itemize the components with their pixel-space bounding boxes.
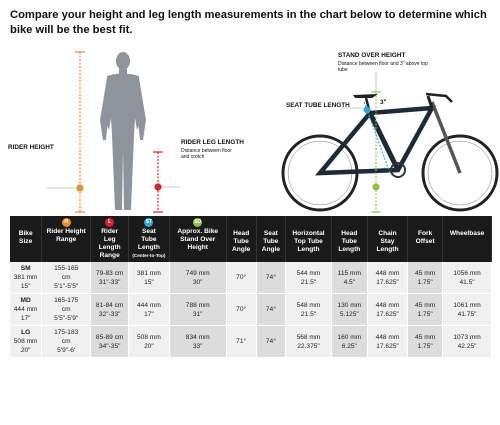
rider-height-label: RIDER HEIGHT: [8, 144, 54, 151]
marker-l-icon: [154, 183, 162, 191]
fit-illustration-svg: [46, 51, 499, 213]
marker-l-icon: L: [105, 218, 115, 227]
cell-standover: 834 mm 33": [169, 325, 227, 358]
marker-l-letter: L: [156, 144, 160, 150]
fit-illustration: RIDER HEIGHT RIDER LEG LENGTH Distance b…: [0, 40, 500, 215]
headline: Compare your height and leg length measu…: [10, 9, 487, 36]
col-chainstay: Chain Stay Length: [367, 216, 409, 262]
cell-rider-height: 155-165 cm 5'1"-5'5": [41, 262, 92, 294]
cell-seat-tube: 444 mm 17": [128, 293, 170, 326]
col-head-tube: Head Tube Length: [331, 216, 368, 262]
table-row: LG 508 mm 20" 175-183 cm 5'9"-6' 85-89 cm 34"-3…: [10, 325, 492, 358]
three-inch-label: 3": [380, 99, 387, 106]
cell-seat-tube: 381 mm 15": [128, 262, 170, 294]
cell-rider-leg: 81-84 cm 32"-33": [90, 293, 130, 326]
cell-rider-leg: 85-89 cm 34"-35": [90, 325, 130, 358]
table-row: SM 381 mm 15" 155-165 cm 5'1"-5'5" 79-83 cm 31"…: [10, 262, 492, 294]
cell-head-angle: 70°: [226, 262, 257, 294]
cell-top-tube: 568 mm 22.375": [285, 325, 332, 358]
cell-head-angle: 71°: [226, 325, 257, 358]
cell-bike-size: LG 508 mm 20": [10, 325, 43, 358]
cell-head-tube: 160 mm 6.25": [331, 325, 368, 358]
geometry-table: Bike Size H Rider Height Range L Rider L…: [10, 216, 492, 358]
col-seat-tube: ST Seat Tube Length (Center-to-Top): [128, 216, 170, 262]
cell-seat-tube: 508 mm 20": [128, 325, 170, 358]
col-rider-leg: L Rider Leg Length Range: [90, 216, 130, 262]
cell-wheelbase: 1056 mm 41.5": [442, 262, 492, 294]
col-top-tube: Horizontal Top Tube Length: [285, 216, 332, 262]
cell-seat-angle: 74°: [256, 325, 287, 358]
cell-rider-leg: 79-83 cm 31"-33": [90, 262, 130, 294]
marker-so-icon: SO: [193, 218, 203, 227]
cell-head-tube: 115 mm 4.5": [331, 262, 368, 294]
cell-head-tube: 130 mm 5.125": [331, 293, 368, 326]
cell-rider-height: 175-183 cm 5'9"-6': [41, 325, 92, 358]
stand-over-height-label: STAND OVER HEIGHT: [338, 52, 406, 59]
marker-h-icon: [76, 184, 84, 192]
cell-fork-offset: 45 mm 1.75": [407, 293, 444, 326]
cell-wheelbase: 1061 mm 41.75": [442, 293, 492, 326]
cell-seat-angle: 74°: [256, 293, 287, 326]
marker-so-icon: [372, 183, 380, 191]
cell-bike-size: SM 381 mm 15": [10, 262, 43, 294]
col-bike-size: Bike Size: [10, 216, 43, 262]
marker-st-icon: ST: [144, 218, 154, 227]
cell-rider-height: 165-175 cm 5'5"-5'9": [41, 293, 92, 326]
col-head-angle: Head Tube Angle: [226, 216, 257, 262]
cell-wheelbase: 1073 mm 42.25": [442, 325, 492, 358]
cell-top-tube: 544 mm 21.5": [285, 262, 332, 294]
seat-tube-length-label: SEAT TUBE LENGTH: [286, 102, 350, 109]
cell-chainstay: 448 mm 17.625": [367, 293, 409, 326]
cell-top-tube: 548 mm 21.5": [285, 293, 332, 326]
marker-h-icon: H: [61, 218, 71, 227]
marker-st-icon: [363, 106, 371, 114]
marker-h-letter: H: [78, 145, 82, 151]
cell-standover: 749 mm 30": [169, 262, 227, 294]
rider-leg-length-desc: Distance between floor and crotch: [181, 148, 232, 160]
cell-bike-size: MD 444 mm 17": [10, 293, 43, 326]
human-silhouette: [100, 52, 146, 210]
stand-over-height-desc: Distance between floor and 3" above top …: [338, 61, 428, 73]
rider-leg-indicator: [153, 151, 180, 213]
col-standover: SO Approx. Bike Stand Over Height: [169, 216, 227, 262]
cell-fork-offset: 45 mm 1.75": [407, 325, 444, 358]
col-wheelbase: Wheelbase: [442, 216, 492, 262]
table-header-row: Bike Size H Rider Height Range L Rider L…: [10, 216, 492, 262]
cell-seat-angle: 74°: [256, 262, 287, 294]
rider-height-indicator: [46, 51, 85, 213]
bike-drawing: [281, 92, 499, 212]
cell-head-angle: 70°: [226, 293, 257, 326]
cell-chainstay: 448 mm 17.625": [367, 325, 409, 358]
cell-fork-offset: 45 mm 1.75": [407, 262, 444, 294]
table-row: MD 444 mm 17" 165-175 cm 5'5"-5'9" 81-84 cm 32"…: [10, 293, 492, 326]
col-rider-height: H Rider Height Range: [41, 216, 92, 262]
standover-indicator: [371, 72, 381, 213]
cell-chainstay: 448 mm 17.625": [367, 262, 409, 294]
col-fork-offset: Fork Offset: [407, 216, 444, 262]
cell-standover: 788 mm 31": [169, 293, 227, 326]
seat-tube-indicator: [340, 101, 391, 174]
col-seat-angle: Seat Tube Angle: [256, 216, 287, 262]
rider-leg-length-label: RIDER LEG LENGTH: [181, 139, 244, 146]
